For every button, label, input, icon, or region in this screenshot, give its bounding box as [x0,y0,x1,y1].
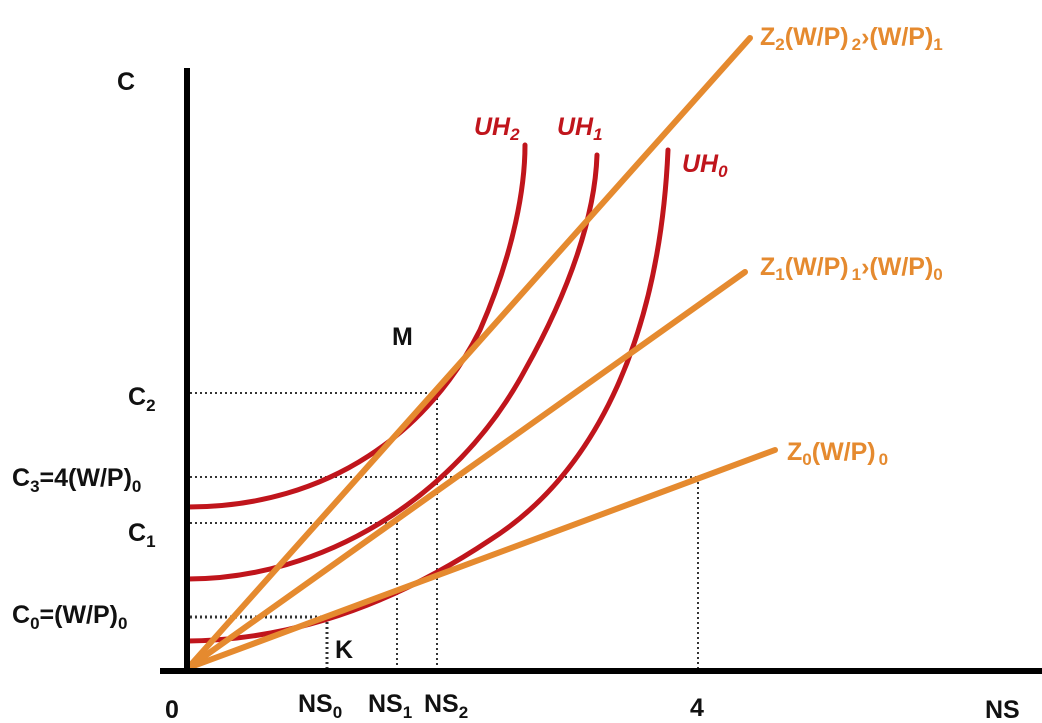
x-tick-ns1: NS1 [368,690,412,722]
y-tick-c3: C3=4(W/P)0 [12,464,141,496]
z2-label: Z2(W/P) 2›(W/P)1 [760,23,943,54]
y-axis-label: C [117,68,135,96]
uh0-label: UH0 [682,150,728,181]
y-tick-c2: C2 [128,383,156,415]
y-tick-c0: C0=(W/P)0 [12,601,127,633]
z2-line [185,35,753,671]
x-axis-label: NS [985,696,1020,723]
uh1-curve [185,152,600,582]
budget-lines [185,35,778,671]
uh1-label: UH1 [557,113,603,144]
x-tick-ns0: NS0 [298,690,342,722]
x-tick-4-label: 4 [690,694,704,722]
z0-label: Z0(W/P) 0 [787,438,888,469]
axes [160,68,1042,674]
y-tick-c1: C1 [128,519,156,551]
z0-line [185,447,778,671]
point-m-label: M [392,323,413,351]
uh2-curve [185,142,528,510]
z1-line [185,269,748,671]
z1-label: Z1(W/P) 1›(W/P)0 [760,253,943,284]
uh2-label: UH2 [474,113,520,144]
x-tick-ns2: NS2 [424,690,468,722]
origin-label: 0 [165,696,179,723]
guide-lines [190,392,699,668]
point-k-label: K [335,636,353,664]
